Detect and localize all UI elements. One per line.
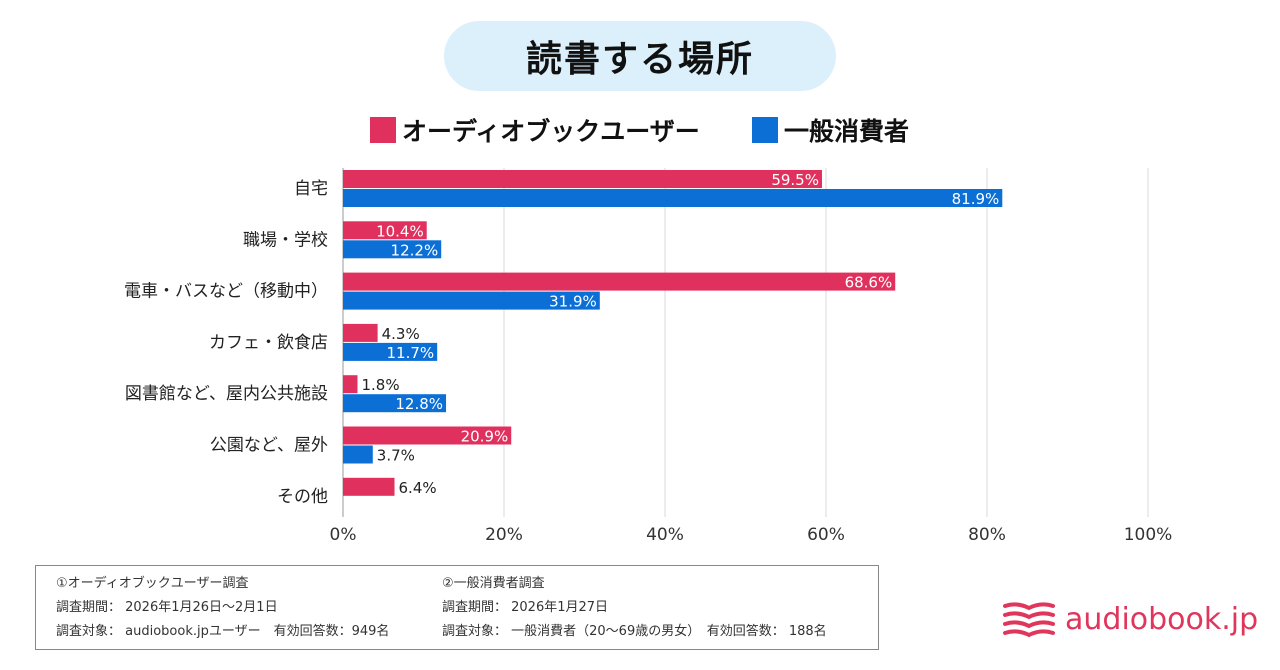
chart-title: 読書する場所 xyxy=(525,39,754,80)
x-tick-label: 60% xyxy=(807,525,845,545)
category-label: 図書館など、屋内公共施設 xyxy=(125,384,328,404)
legend: オーディオブックユーザー 一般消費者 xyxy=(0,112,1280,152)
note-survey-name: ②一般消費者調査 xyxy=(442,576,545,591)
category-label: カフェ・飲食店 xyxy=(209,333,328,353)
data-label: 11.7% xyxy=(387,344,435,362)
x-tick-label: 80% xyxy=(968,525,1006,545)
bar xyxy=(343,272,896,291)
data-label: 3.7% xyxy=(377,447,415,465)
brand-logo: audiobook.jp xyxy=(1003,600,1258,644)
open-book-icon xyxy=(1003,602,1055,638)
title-banner: 読書する場所 xyxy=(444,21,836,91)
legend-label-audiobook: オーディオブックユーザー xyxy=(402,117,700,146)
x-tick-label: 100% xyxy=(1124,525,1173,545)
bar xyxy=(343,189,1003,207)
data-label: 81.9% xyxy=(952,190,1000,208)
note-survey-target: 調査対象： audiobook.jpユーザー 有効回答数：949名 xyxy=(56,624,390,639)
note-survey-period: 調査期間： 2026年1月26日〜2月1日 xyxy=(56,600,278,615)
data-label: 12.2% xyxy=(391,241,439,259)
data-label: 1.8% xyxy=(361,376,399,394)
legend-label-general: 一般消費者 xyxy=(784,117,910,146)
x-tick-label: 0% xyxy=(330,525,357,545)
legend-swatch-audiobook xyxy=(370,117,396,143)
bar xyxy=(343,477,395,496)
note-survey-target: 調査対象： 一般消費者（20〜69歳の男女） 有効回答数： 188名 xyxy=(442,624,827,639)
notes-general-survey: ②一般消費者調査 調査期間： 2026年1月27日 調査対象： 一般消費者（20… xyxy=(442,574,827,646)
bar xyxy=(343,445,373,464)
data-label: 68.6% xyxy=(845,274,893,292)
category-label: 職場・学校 xyxy=(243,230,328,250)
survey-notes: ①オーディオブックユーザー調査 調査期間： 2026年1月26日〜2月1日 調査… xyxy=(35,565,879,650)
data-label: 4.3% xyxy=(382,325,420,343)
data-label: 6.4% xyxy=(399,479,437,497)
legend-swatch-general xyxy=(752,117,778,143)
bar xyxy=(343,342,438,361)
bar xyxy=(343,323,378,342)
x-tick-label: 40% xyxy=(646,525,684,545)
bar xyxy=(343,375,358,394)
bar xyxy=(343,221,427,240)
bar xyxy=(343,394,447,413)
legend-item-audiobook: オーディオブックユーザー xyxy=(370,112,700,148)
notes-audiobook-survey: ①オーディオブックユーザー調査 調査期間： 2026年1月26日〜2月1日 調査… xyxy=(56,574,389,646)
bar xyxy=(343,426,512,445)
bar xyxy=(343,291,600,310)
data-label: 59.5% xyxy=(771,171,819,189)
data-label: 31.9% xyxy=(549,293,597,311)
bar xyxy=(343,240,442,259)
legend-item-general: 一般消費者 xyxy=(752,112,909,148)
bar xyxy=(343,170,822,188)
category-label: 自宅 xyxy=(294,179,328,199)
data-label: 10.4% xyxy=(376,222,424,240)
x-tick-label: 20% xyxy=(485,525,523,545)
brand-name: audiobook.jp xyxy=(1065,602,1259,637)
bar-chart: 0% 20% 40% 60% 80% 100% 自宅 59.5% 81.9% 職場・学校 10.4%… xyxy=(124,168,1173,545)
category-label: その他 xyxy=(277,487,328,507)
data-label: 20.9% xyxy=(461,428,509,446)
category-label: 電車・バスなど（移動中） xyxy=(124,282,328,302)
data-label: 12.8% xyxy=(395,395,443,413)
category-label: 公園など、屋外 xyxy=(210,436,328,456)
note-survey-period: 調査期間： 2026年1月27日 xyxy=(442,600,609,615)
note-survey-name: ①オーディオブックユーザー調査 xyxy=(56,576,249,591)
